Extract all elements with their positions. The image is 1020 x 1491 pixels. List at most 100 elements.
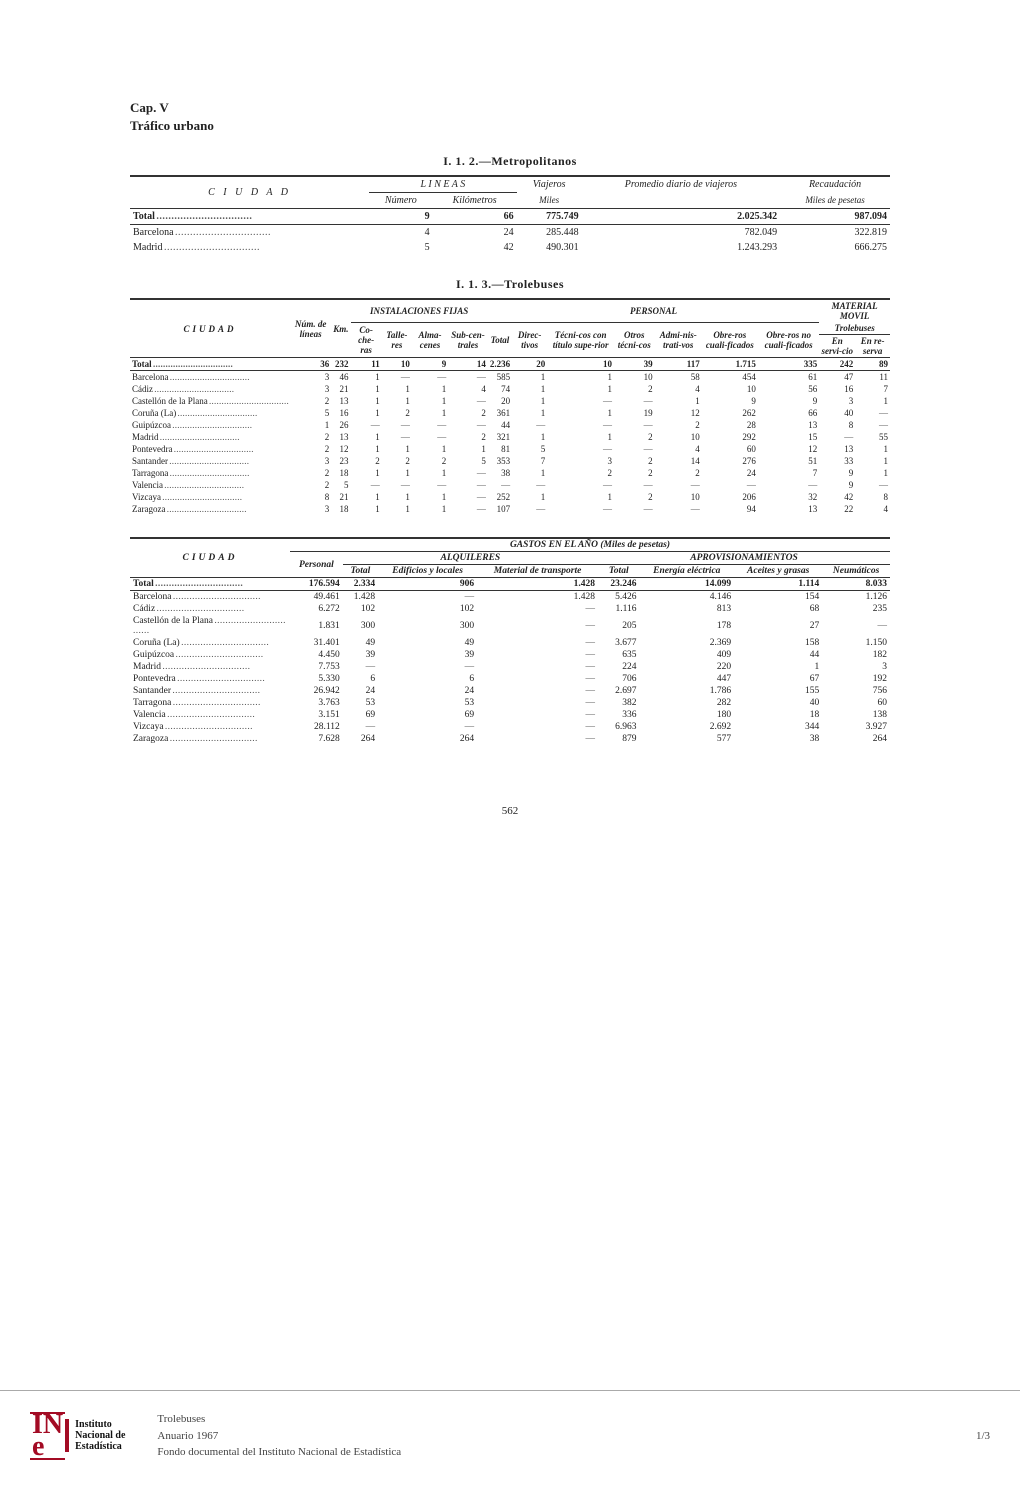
table-row: Madrid2131——23211121029215—55 — [130, 431, 890, 443]
row-label: Zaragoza — [130, 733, 290, 745]
cell: 3 — [547, 455, 614, 467]
cell: 138 — [822, 709, 890, 721]
cell: 8.033 — [822, 578, 890, 591]
table-row: Total3623211109142.2362010391171.7153352… — [130, 358, 890, 371]
cell: 235 — [822, 603, 890, 615]
table1-caption: I. 1. 2.—Metropolitanos — [130, 154, 890, 169]
cell: — — [378, 721, 477, 733]
cell: 1 — [382, 443, 412, 455]
table-row: Cádiz6.272102102—1.11681368235 — [130, 603, 890, 615]
cell: 3.151 — [290, 709, 343, 721]
cell: 102 — [343, 603, 378, 615]
cell: — — [655, 479, 702, 491]
row-label: Madrid — [130, 240, 369, 255]
cell: 1.786 — [639, 685, 734, 697]
table-row: Santander32322253537321427651331 — [130, 455, 890, 467]
cell: 10 — [655, 431, 702, 443]
cell: 1.428 — [477, 578, 598, 591]
th2-almacenes: Alma-cenes — [412, 322, 448, 358]
cell: 23.246 — [598, 578, 639, 591]
cell: 3.763 — [290, 697, 343, 709]
th3-alqedif: Edificios y locales — [378, 565, 477, 578]
cell: — — [477, 733, 598, 745]
cell: 180 — [639, 709, 734, 721]
th2-numlineas: Núm. de líneas — [290, 299, 331, 358]
cell: 585 — [488, 371, 512, 384]
cell: 15 — [758, 431, 819, 443]
cell: 6.272 — [290, 603, 343, 615]
cell: — — [855, 479, 890, 491]
cell: 66 — [433, 209, 517, 225]
th2-km: Km. — [331, 299, 350, 358]
cell: 16 — [331, 407, 350, 419]
cell: 361 — [488, 407, 512, 419]
th3-neumaticos: Neumáticos — [822, 565, 890, 578]
cell: 24 — [378, 685, 477, 697]
table2-caption: I. 1. 3.—Trolebuses — [130, 277, 890, 292]
cell: 7.628 — [290, 733, 343, 745]
cell: 2 — [382, 407, 412, 419]
table-row: Valencia25———————————9— — [130, 479, 890, 491]
cell: 18 — [734, 709, 822, 721]
th2-personal: PERSONAL — [488, 299, 819, 322]
cell: 300 — [378, 615, 477, 637]
cell: 69 — [343, 709, 378, 721]
cell: — — [382, 419, 412, 431]
cell: 60 — [822, 697, 890, 709]
th-promedio: Promedio diario de viajeros — [582, 176, 780, 193]
cell: 1.114 — [734, 578, 822, 591]
cell: 7 — [512, 455, 547, 467]
cell: 879 — [598, 733, 639, 745]
table-row: Madrid542490.3011.243.293666.275 — [130, 240, 890, 255]
row-label: Vizcaya — [130, 491, 290, 503]
cell: — — [448, 479, 488, 491]
cell: 31.401 — [290, 637, 343, 649]
cell: 81 — [488, 443, 512, 455]
cell: 1.126 — [822, 591, 890, 604]
cell: 89 — [855, 358, 890, 371]
document-page: Cap. V Tráfico urbano I. 1. 2.—Metropoli… — [0, 0, 1020, 1360]
cell: 1 — [351, 395, 382, 407]
th-ciudad: C I U D A D — [130, 176, 369, 209]
cell: 2 — [290, 395, 331, 407]
cell: — — [477, 709, 598, 721]
cell: 18 — [331, 503, 350, 515]
row-label: Barcelona — [130, 591, 290, 604]
cell: 21 — [331, 383, 350, 395]
cell: 242 — [819, 358, 855, 371]
cell: 490.301 — [517, 240, 582, 255]
cell: 1 — [412, 503, 448, 515]
row-label: Cádiz — [130, 603, 290, 615]
th-recaudacion: Recaudación — [780, 176, 890, 193]
cell: 1 — [512, 431, 547, 443]
table-row: Total176.5942.3349061.42823.24614.0991.1… — [130, 578, 890, 591]
cell: 102 — [378, 603, 477, 615]
cell: 4 — [448, 383, 488, 395]
cell: 1 — [351, 443, 382, 455]
cell: 13 — [758, 419, 819, 431]
cell: 74 — [488, 383, 512, 395]
cell: — — [448, 503, 488, 515]
table-row: Zaragoza318111—107————9413224 — [130, 503, 890, 515]
cell: 3 — [290, 371, 331, 384]
cell: 3.927 — [822, 721, 890, 733]
ine-logo-mark: INe — [30, 1412, 65, 1460]
cell: 2 — [448, 407, 488, 419]
th-viajeros-sub: Miles — [517, 193, 582, 209]
th2-subcentrales: Sub-cen-trales — [448, 322, 488, 358]
cell: 11 — [855, 371, 890, 384]
cell: 813 — [639, 603, 734, 615]
cell: 5.330 — [290, 673, 343, 685]
footer-line3: Fondo documental del Instituto Nacional … — [157, 1444, 976, 1461]
cell: 42 — [433, 240, 517, 255]
th3-aprov: APROVISIONAMIENTOS — [598, 552, 890, 565]
cell: 4 — [369, 225, 433, 241]
cell: 906 — [378, 578, 477, 591]
th2-ciudad: CIUDAD — [130, 299, 290, 358]
cell: 26.942 — [290, 685, 343, 697]
table-row: Guipúzcoa126————44———228138— — [130, 419, 890, 431]
row-label: Santander — [130, 455, 290, 467]
cell: — — [547, 503, 614, 515]
cell: 14 — [448, 358, 488, 371]
cell: 4 — [655, 443, 702, 455]
